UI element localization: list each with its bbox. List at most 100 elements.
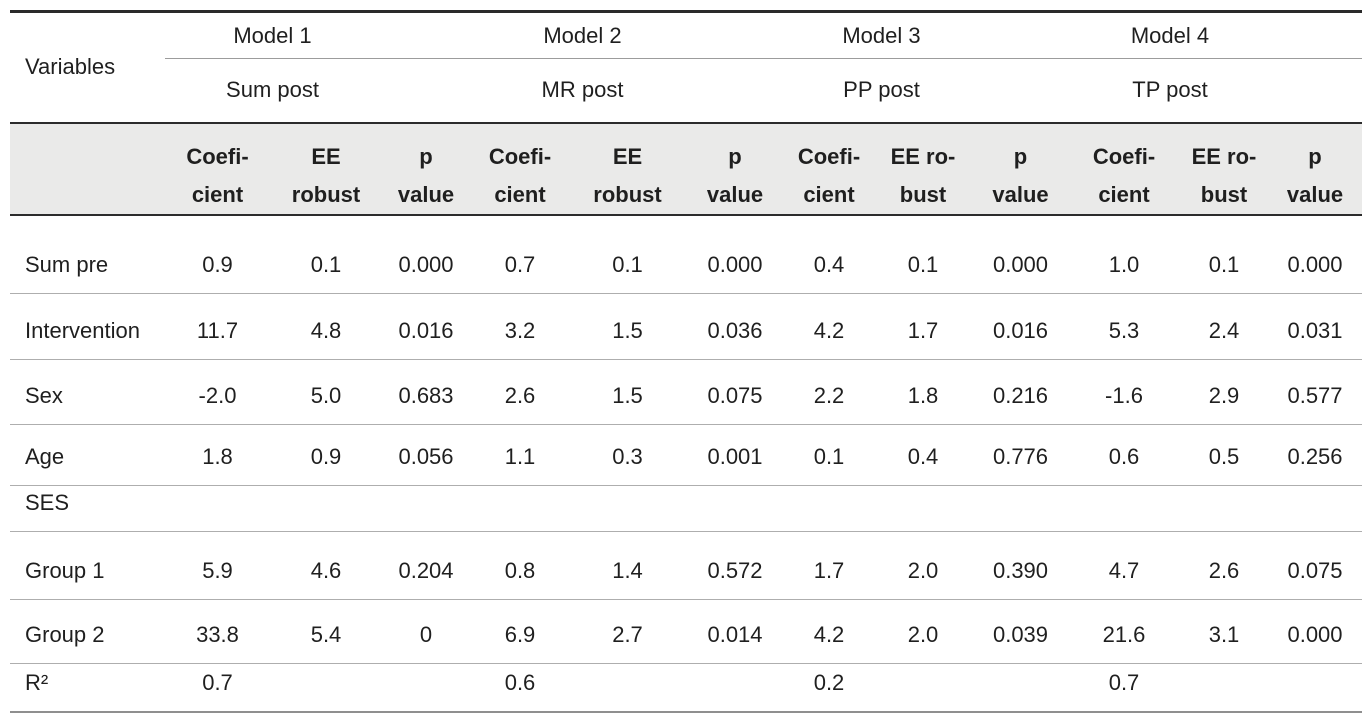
cell: 1.0 [1068, 214, 1180, 294]
cell: 0.4 [873, 424, 973, 486]
cell: 0.6 [1068, 424, 1180, 486]
variables-header: Variables [25, 54, 116, 80]
cell: 0.776 [973, 424, 1068, 486]
cell [270, 485, 382, 532]
cell: 0.256 [1268, 424, 1362, 486]
cell [1268, 663, 1362, 713]
row-label: Sex [10, 359, 165, 425]
column-header: Coefi-cient [1068, 121, 1180, 216]
column-header-line: Coefi- [488, 143, 552, 169]
cell: 5.4 [270, 599, 382, 664]
column-header-line: cient [191, 181, 244, 207]
cell: -1.6 [1068, 359, 1180, 425]
outcome-sum-post: Sum post [226, 77, 319, 103]
column-header: p value [973, 121, 1068, 216]
cell: 0.000 [1268, 599, 1362, 664]
column-header-line: value [397, 181, 455, 207]
cell: 0.075 [1268, 531, 1362, 600]
cell: 0.031 [1268, 293, 1362, 360]
column-header-line: robust [593, 181, 662, 207]
cell: 2.6 [470, 359, 570, 425]
row-label: R² [10, 663, 165, 713]
model-2-header: Model 2 [470, 11, 785, 59]
row-label: SES [10, 485, 165, 532]
table-row: Group 1 5.9 4.6 0.204 0.8 1.4 0.572 1.7 … [10, 531, 1362, 600]
table-row: Group 2 33.8 5.4 0 6.9 2.7 0.014 4.2 2.0… [10, 599, 1362, 664]
cell: 4.2 [785, 599, 873, 664]
cell [382, 485, 470, 532]
column-header-line: p [419, 143, 433, 169]
row-label: Group 1 [10, 531, 165, 600]
cell: 2.2 [785, 359, 873, 425]
cell: 0.039 [973, 599, 1068, 664]
cell: 0.000 [382, 214, 470, 294]
cell: 0.000 [685, 214, 785, 294]
cell [973, 485, 1068, 532]
column-header-line: p [1013, 143, 1028, 169]
cell: 2.9 [1180, 359, 1268, 425]
column-header-line: bust [1200, 181, 1248, 207]
column-header: EE ro-bust [873, 121, 973, 216]
cell: 3.1 [1180, 599, 1268, 664]
cell: 0.577 [1268, 359, 1362, 425]
cell: 1.8 [873, 359, 973, 425]
column-header-line: p [1308, 143, 1322, 169]
column-header-line: cient [494, 181, 546, 207]
outcome-tp-post: TP post [1132, 77, 1208, 103]
column-header: Coefi-cient [470, 121, 570, 216]
cell: 4.2 [785, 293, 873, 360]
column-header-line: Coefi- [1092, 143, 1156, 169]
cell: 11.7 [165, 293, 270, 360]
cell: 0.5 [1180, 424, 1268, 486]
cell: 0.7 [165, 663, 270, 713]
column-header: p value [382, 121, 470, 216]
outcome-mr-post: MR post [541, 77, 624, 103]
cell: 2.4 [1180, 293, 1268, 360]
cell: 2.7 [570, 599, 685, 664]
model-3-header: Model 3 [785, 11, 1068, 59]
cell: 0.056 [382, 424, 470, 486]
table-row: Sex -2.0 5.0 0.683 2.6 1.5 0.075 2.2 1.8… [10, 359, 1362, 425]
cell [873, 663, 973, 713]
cell: 0.000 [1268, 214, 1362, 294]
cell: 0.7 [1068, 663, 1180, 713]
cell: 0.3 [570, 424, 685, 486]
column-header: Coefi-cient [165, 121, 270, 216]
cell: 0.1 [785, 424, 873, 486]
cell [570, 663, 685, 713]
model-4-header: Model 4 [1068, 11, 1362, 59]
column-header: p value [685, 121, 785, 216]
table-row: Intervention 11.7 4.8 0.016 3.2 1.5 0.03… [10, 293, 1362, 360]
column-header: EE robust [270, 121, 382, 216]
column-header-line: EE ro- [890, 143, 956, 169]
cell: 6.9 [470, 599, 570, 664]
cell: 4.6 [270, 531, 382, 600]
cell: 0.016 [382, 293, 470, 360]
cell: 0.000 [973, 214, 1068, 294]
cell: 1.4 [570, 531, 685, 600]
cell: 0.683 [382, 359, 470, 425]
cell: 0.216 [973, 359, 1068, 425]
outcome-header-row: Sum post MR post PP post TP post [10, 59, 1362, 123]
column-header: Coefi-cient [785, 121, 873, 216]
cell: 0.572 [685, 531, 785, 600]
cell: 0.204 [382, 531, 470, 600]
cell: 1.7 [785, 531, 873, 600]
column-header-empty [10, 121, 165, 216]
cell: 0.7 [470, 214, 570, 294]
column-header-line: value [706, 181, 764, 207]
cell [685, 485, 785, 532]
cell: 0.014 [685, 599, 785, 664]
row-label: Age [10, 424, 165, 486]
regression-table: Variables Model 1 Model 2 Model 3 Model … [10, 10, 1362, 713]
column-header-line: cient [1098, 181, 1150, 207]
column-header-line: Coefi- [186, 143, 249, 169]
cell [785, 485, 873, 532]
cell: 5.3 [1068, 293, 1180, 360]
row-label: Sum pre [10, 214, 165, 294]
cell: 5.9 [165, 531, 270, 600]
cell: 0.1 [570, 214, 685, 294]
cell [270, 663, 382, 713]
cell [873, 485, 973, 532]
table-row: SES [10, 485, 1362, 532]
